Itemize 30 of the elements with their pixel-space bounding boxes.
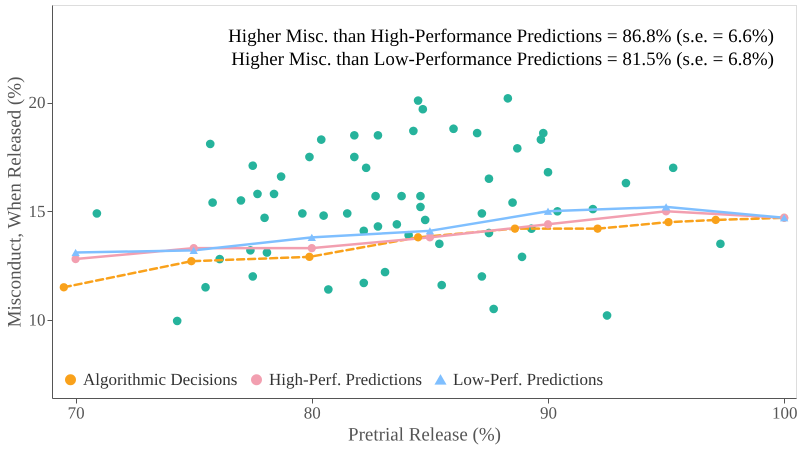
x-tick-label: 90 — [540, 404, 557, 422]
point — [712, 216, 720, 224]
x-tick-label: 70 — [68, 404, 85, 422]
legend-label: High-Perf. Predictions — [269, 370, 422, 389]
point — [662, 203, 670, 211]
x-tick-label: 80 — [304, 404, 321, 422]
legend-label: Algorithmic Decisions — [83, 370, 238, 389]
y-tick-label: 10 — [28, 310, 46, 330]
point — [187, 257, 196, 266]
point — [60, 283, 68, 292]
point — [414, 233, 422, 242]
annotation: Higher Misc. than Low-Performance Predictions = 81.5% (s.e. = 6.8%) — [231, 49, 774, 70]
point — [510, 224, 520, 233]
point — [308, 244, 316, 252]
point — [664, 218, 673, 226]
point — [71, 248, 80, 256]
x-axis-title: Pretrial Release (%) — [348, 424, 501, 446]
annotation: Higher Misc. than High-Performance Predictions = 86.8% (s.e. = 6.6%) — [228, 26, 774, 47]
point — [544, 220, 552, 228]
x-tick-label: 100 — [772, 404, 798, 422]
y-tick-label: 15 — [28, 202, 46, 221]
point — [544, 208, 552, 215]
point — [426, 227, 434, 234]
y-axis-title: Misconduct, When Released (%) — [4, 76, 26, 328]
point — [305, 252, 314, 262]
legend-label: Low-Perf. Predictions — [453, 370, 604, 389]
point — [308, 234, 316, 241]
point — [593, 224, 602, 233]
y-tick-label: 20 — [28, 93, 46, 112]
point — [190, 246, 198, 254]
